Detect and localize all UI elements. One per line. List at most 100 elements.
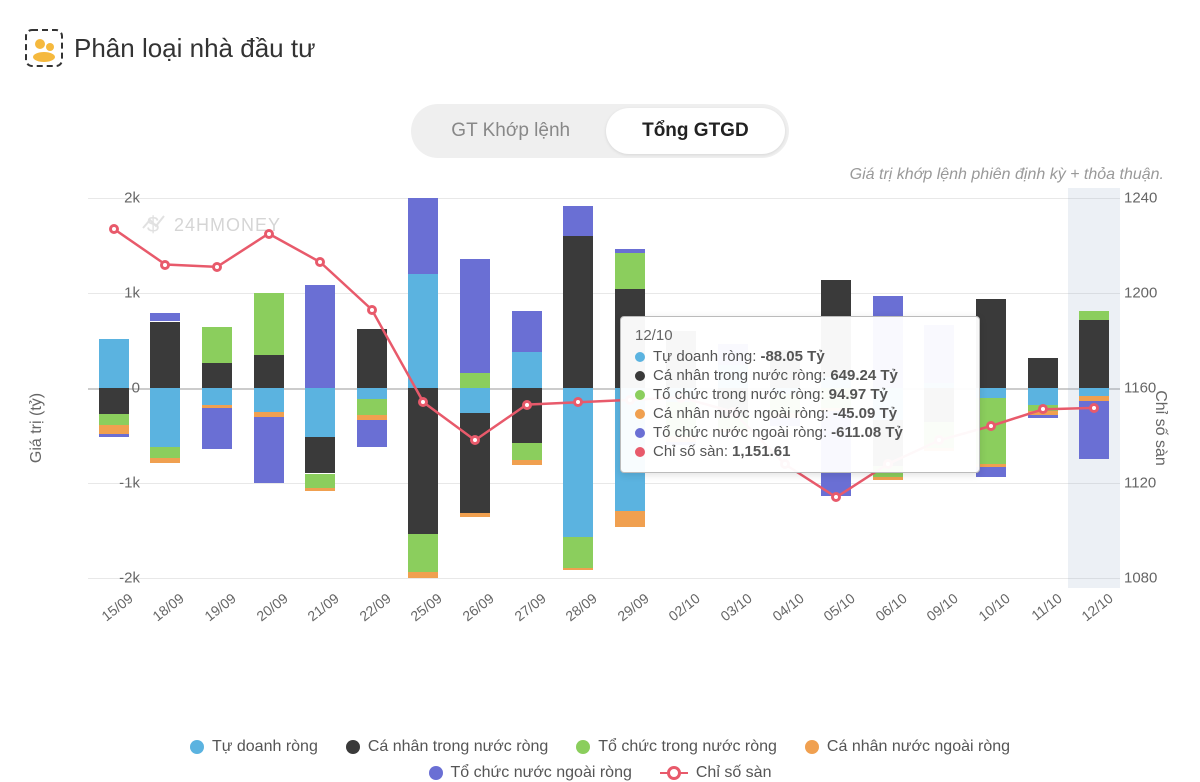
bar-segment[interactable] (615, 253, 645, 289)
bar-segment[interactable] (254, 293, 284, 355)
bar-segment[interactable] (357, 329, 387, 388)
tooltip-label: Tổ chức nước ngoài ròng: (653, 424, 827, 441)
legend-item[interactable]: Tự doanh ròng (190, 738, 318, 756)
bar-segment[interactable] (408, 198, 438, 274)
bar-segment[interactable] (408, 534, 438, 572)
gridline (88, 198, 1120, 199)
y-tick-left: 1k (92, 285, 140, 302)
bar-segment[interactable] (615, 249, 645, 253)
bar-segment[interactable] (976, 299, 1006, 388)
bar-segment[interactable] (460, 513, 490, 517)
bar-segment[interactable] (563, 206, 593, 236)
chart-subtitle: Giá trị khớp lệnh phiên định kỳ + thỏa t… (0, 166, 1200, 188)
line-point[interactable] (986, 421, 996, 431)
line-point[interactable] (1038, 404, 1048, 414)
tab-group: GT Khớp lệnh Tổng GTGD (0, 104, 1200, 158)
x-axis-label: 15/09 (79, 590, 136, 640)
line-point[interactable] (264, 229, 274, 239)
bar-segment[interactable] (976, 388, 1006, 398)
x-axis-label: 10/10 (956, 590, 1013, 640)
bar-segment[interactable] (408, 274, 438, 388)
line-point[interactable] (1089, 403, 1099, 413)
line-point[interactable] (367, 305, 377, 315)
bar-segment[interactable] (99, 414, 129, 425)
line-point[interactable] (160, 260, 170, 270)
legend-item[interactable]: Tổ chức nước ngoài ròng (429, 764, 632, 782)
x-axis-label: 22/09 (337, 590, 394, 640)
bar-segment[interactable] (150, 458, 180, 463)
bar-segment[interactable] (357, 420, 387, 447)
bar-segment[interactable] (202, 388, 232, 405)
bar-segment[interactable] (408, 572, 438, 578)
bar-segment[interactable] (150, 313, 180, 322)
bar-segment[interactable] (305, 437, 335, 473)
bar-segment[interactable] (305, 388, 335, 437)
bar-segment[interactable] (202, 363, 232, 388)
line-point[interactable] (831, 492, 841, 502)
bar-segment[interactable] (254, 417, 284, 483)
bar-segment[interactable] (150, 447, 180, 458)
bar-segment[interactable] (873, 477, 903, 480)
bar-segment[interactable] (976, 467, 1006, 477)
bar-segment[interactable] (150, 322, 180, 389)
bar-segment[interactable] (202, 408, 232, 449)
bar-segment[interactable] (1079, 311, 1109, 320)
bar-segment[interactable] (1079, 320, 1109, 388)
tooltip-date: 12/10 (635, 327, 965, 344)
bar-segment[interactable] (1028, 358, 1058, 388)
legend-item[interactable]: Cá nhân nước ngoài ròng (805, 738, 1010, 756)
bar-segment[interactable] (563, 388, 593, 537)
tooltip-label: Cá nhân trong nước ròng: (653, 367, 826, 384)
y-tick-right: 1080 (1124, 570, 1172, 587)
page-title: Phân loại nhà đầu tư (74, 33, 315, 64)
bar-segment[interactable] (460, 259, 490, 373)
tooltip-value: -611.08 Tỷ (831, 424, 903, 441)
line-point[interactable] (315, 257, 325, 267)
bar-segment[interactable] (1079, 388, 1109, 396)
legend-item[interactable]: Chỉ số sàn (660, 764, 772, 782)
bar-segment[interactable] (512, 443, 542, 460)
bar-segment[interactable] (976, 398, 1006, 464)
bar-segment[interactable] (460, 373, 490, 388)
bar-segment[interactable] (512, 460, 542, 465)
bar-segment[interactable] (408, 388, 438, 534)
line-point[interactable] (573, 397, 583, 407)
gridline (88, 483, 1120, 484)
bar-segment[interactable] (202, 327, 232, 363)
bar-segment[interactable] (150, 388, 180, 447)
bar-segment[interactable] (563, 568, 593, 571)
legend-label: Tổ chức nước ngoài ròng (451, 764, 632, 782)
line-point[interactable] (109, 224, 119, 234)
line-point[interactable] (522, 400, 532, 410)
bar-segment[interactable] (1028, 388, 1058, 405)
legend-item[interactable]: Cá nhân trong nước ròng (346, 738, 548, 756)
bar-segment[interactable] (305, 474, 335, 488)
bar-segment[interactable] (563, 537, 593, 567)
bar-segment[interactable] (305, 488, 335, 491)
line-point[interactable] (470, 435, 480, 445)
legend-item[interactable]: Tổ chức trong nước ròng (576, 738, 777, 756)
line-point[interactable] (212, 262, 222, 272)
tab-gt-khop-lenh[interactable]: GT Khớp lệnh (415, 108, 606, 154)
tab-tong-gtgd[interactable]: Tổng GTGD (606, 108, 785, 154)
y-tick-right: 1200 (1124, 285, 1172, 302)
bar-segment[interactable] (615, 511, 645, 527)
bar-segment[interactable] (460, 413, 490, 514)
bar-segment[interactable] (512, 311, 542, 352)
bar-segment[interactable] (357, 388, 387, 399)
legend-swatch (346, 740, 360, 754)
gridline (88, 293, 1120, 294)
bar-segment[interactable] (254, 355, 284, 388)
tooltip-dot (635, 447, 645, 457)
bar-segment[interactable] (563, 236, 593, 388)
bar-segment[interactable] (254, 388, 284, 412)
bar-segment[interactable] (99, 434, 129, 438)
bar-segment[interactable] (512, 388, 542, 443)
bar-segment[interactable] (460, 388, 490, 413)
bar-segment[interactable] (305, 285, 335, 388)
bar-segment[interactable] (357, 399, 387, 414)
bar-segment[interactable] (512, 352, 542, 388)
bar-segment[interactable] (99, 425, 129, 434)
bar-segment[interactable] (1028, 415, 1058, 419)
line-point[interactable] (418, 397, 428, 407)
